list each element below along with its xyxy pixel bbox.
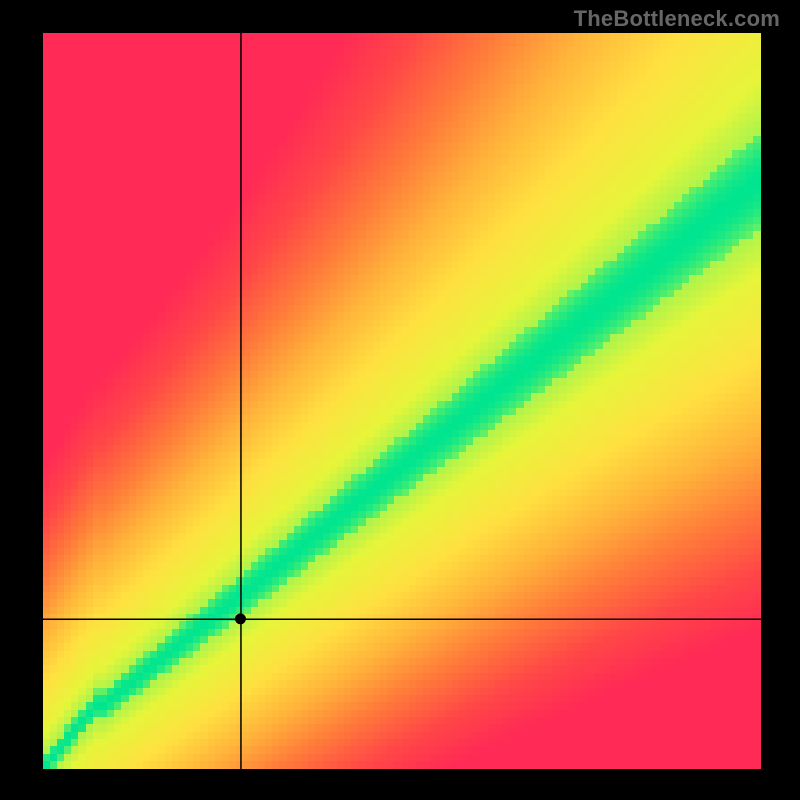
chart-container: TheBottleneck.com [0,0,800,800]
plot-area [43,33,761,769]
watermark-text: TheBottleneck.com [574,6,780,32]
heatmap-canvas [43,33,761,769]
